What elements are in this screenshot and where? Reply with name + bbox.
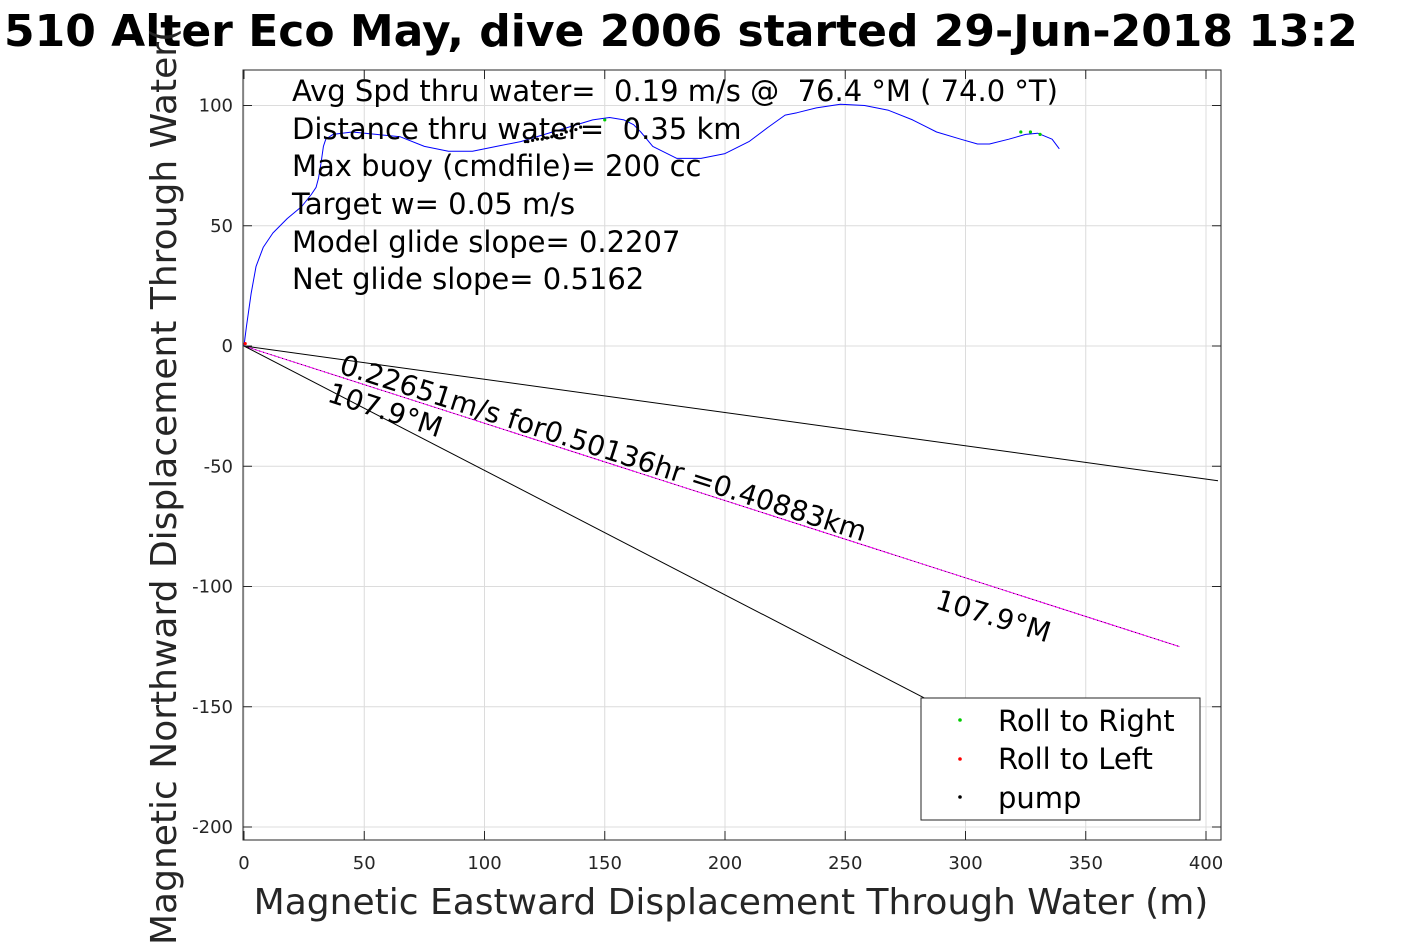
y-tick-label: 0 [222, 336, 233, 357]
x-tick-label: 250 [828, 853, 862, 874]
pump-point [545, 136, 549, 140]
pump-point [559, 132, 564, 136]
heading-line-shallow [243, 345, 1219, 482]
pump-point [540, 137, 544, 141]
annotation-net-glide: Net glide slope= 0.5162 [292, 262, 644, 296]
pump-point [574, 127, 578, 132]
pump-point [535, 137, 540, 141]
annotation-avg-speed: Avg Spd thru water= 0.19 m/s @ 76.4 °M (… [292, 74, 1058, 108]
pump-point [550, 135, 554, 139]
series-layer [243, 103, 1219, 708]
x-tick-label: 350 [1069, 853, 1103, 874]
x-tick-label: 400 [1189, 853, 1223, 874]
marker-layer [243, 118, 1042, 346]
x-tick-label: 300 [948, 853, 982, 874]
pump-point [523, 139, 527, 144]
x-tick-label: 200 [708, 853, 742, 874]
y-tick-label: 50 [210, 216, 233, 237]
annotation-distance: Distance thru water= 0.35 km [292, 112, 742, 146]
pump-point [564, 130, 568, 134]
x-tick-label: 100 [467, 853, 501, 874]
chart-title: 510 Alter Eco May, dive 2006 started 29-… [4, 6, 1358, 57]
heading-line-steep [243, 345, 942, 708]
pump-point [526, 139, 530, 144]
legend: Roll to Right Roll to Left pump [920, 697, 1201, 821]
x-axis-label: Magnetic Eastward Displacement Through W… [254, 882, 1209, 923]
current-vector-line [243, 345, 1180, 648]
annotation-target-w: Target w= 0.05 m/s [291, 187, 575, 221]
y-tick-label: -150 [192, 697, 233, 718]
x-tick-label: 50 [353, 853, 376, 874]
heading-label-far: 107.9°M [932, 583, 1055, 649]
legend-label-pump: pump [998, 781, 1081, 815]
roll-right-point [1028, 130, 1033, 134]
roll-left-point [243, 341, 247, 346]
y-tick-label: -50 [204, 456, 233, 477]
annotation-max-buoy: Max buoy (cmdfile)= 200 cc [292, 149, 701, 183]
plot-frame [242, 69, 1222, 841]
grid-layer [243, 70, 1221, 840]
legend-label-roll-left: Roll to Left [998, 742, 1153, 776]
legend-marker-roll-right [958, 718, 962, 722]
legend-marker-pump [958, 795, 962, 799]
roll-right-point [627, 118, 631, 122]
pump-point [579, 125, 583, 129]
legend-box [920, 697, 1201, 821]
legend-label-roll-right: Roll to Right [998, 704, 1175, 738]
y-tick-label: -100 [192, 577, 233, 598]
pump-point [555, 133, 559, 138]
roll-right-point [1019, 130, 1023, 134]
stats-annotation: Avg Spd thru water= 0.19 m/s @ 76.4 °M (… [291, 74, 1058, 296]
y-tick-label: 100 [199, 96, 233, 117]
x-tick-label: 0 [238, 853, 249, 874]
pump-point [569, 129, 573, 133]
current-speed-label: 0.22651m/s for0.50136hr =0.40883km [336, 348, 871, 548]
y-axis-label: Magnetic Northward Displacement Through … [144, 28, 185, 945]
tick-layer: 0 50 100 150 200 250 300 350 400 100 50 0 -50 -100 -15… [192, 70, 1223, 874]
legend-marker-roll-left [958, 757, 962, 761]
x-tick-label: 150 [588, 853, 622, 874]
pump-point [531, 138, 535, 142]
y-tick-label: -200 [192, 817, 233, 838]
roll-right-point [603, 118, 607, 122]
annotation-model-glide: Model glide slope= 0.2207 [292, 225, 680, 259]
glider-track-line [243, 103, 1060, 347]
roll-right-point [1038, 132, 1042, 136]
